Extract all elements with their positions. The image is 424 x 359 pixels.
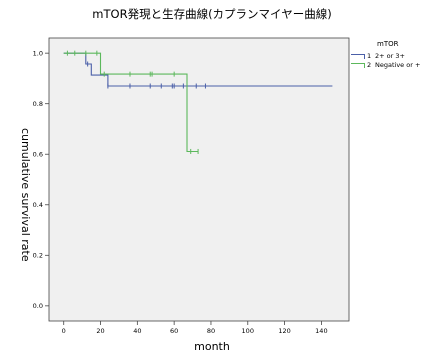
x-tick-label-0: 0 — [62, 327, 66, 335]
legend-label-1: 2+ or 3+ — [375, 52, 405, 60]
x-tick-label-40: 40 — [133, 327, 141, 335]
x-tick-label-60: 60 — [170, 327, 178, 335]
y-tick-label-0.0: 0.0 — [33, 302, 43, 310]
legend: mTOR 1 2+ or 3+ 2 Negative or + — [351, 40, 424, 70]
y-tick-label-1.0: 1.0 — [33, 49, 43, 57]
legend-swatch-2 — [351, 63, 365, 68]
legend-item-1: 1 2+ or 3+ — [351, 52, 424, 61]
plot-area — [48, 37, 350, 322]
y-axis-label: cumulative survival rate — [19, 128, 32, 262]
y-tick-label-0.6: 0.6 — [33, 151, 43, 159]
legend-code-2: 2 — [367, 61, 372, 69]
legend-label-2: Negative or + — [375, 61, 421, 69]
x-tick-label-140: 140 — [315, 327, 327, 335]
chart-title: mTOR発現と生存曲線(カプランマイヤー曲線) — [92, 7, 332, 21]
series-line-2 — [63, 52, 199, 153]
legend-code-1: 1 — [367, 52, 372, 60]
legend-title: mTOR — [377, 40, 399, 48]
x-tick-label-20: 20 — [96, 327, 104, 335]
x-tick-label-120: 120 — [278, 327, 290, 335]
y-tick-label-0.2: 0.2 — [33, 252, 43, 260]
x-tick-label-80: 80 — [207, 327, 215, 335]
y-tick-label-0.8: 0.8 — [33, 100, 43, 108]
x-tick-label-100: 100 — [242, 327, 254, 335]
legend-item-2: 2 Negative or + — [351, 61, 424, 70]
x-axis-label: month — [194, 340, 230, 353]
legend-swatch-1 — [351, 54, 365, 59]
y-tick-label-0.4: 0.4 — [33, 201, 43, 209]
